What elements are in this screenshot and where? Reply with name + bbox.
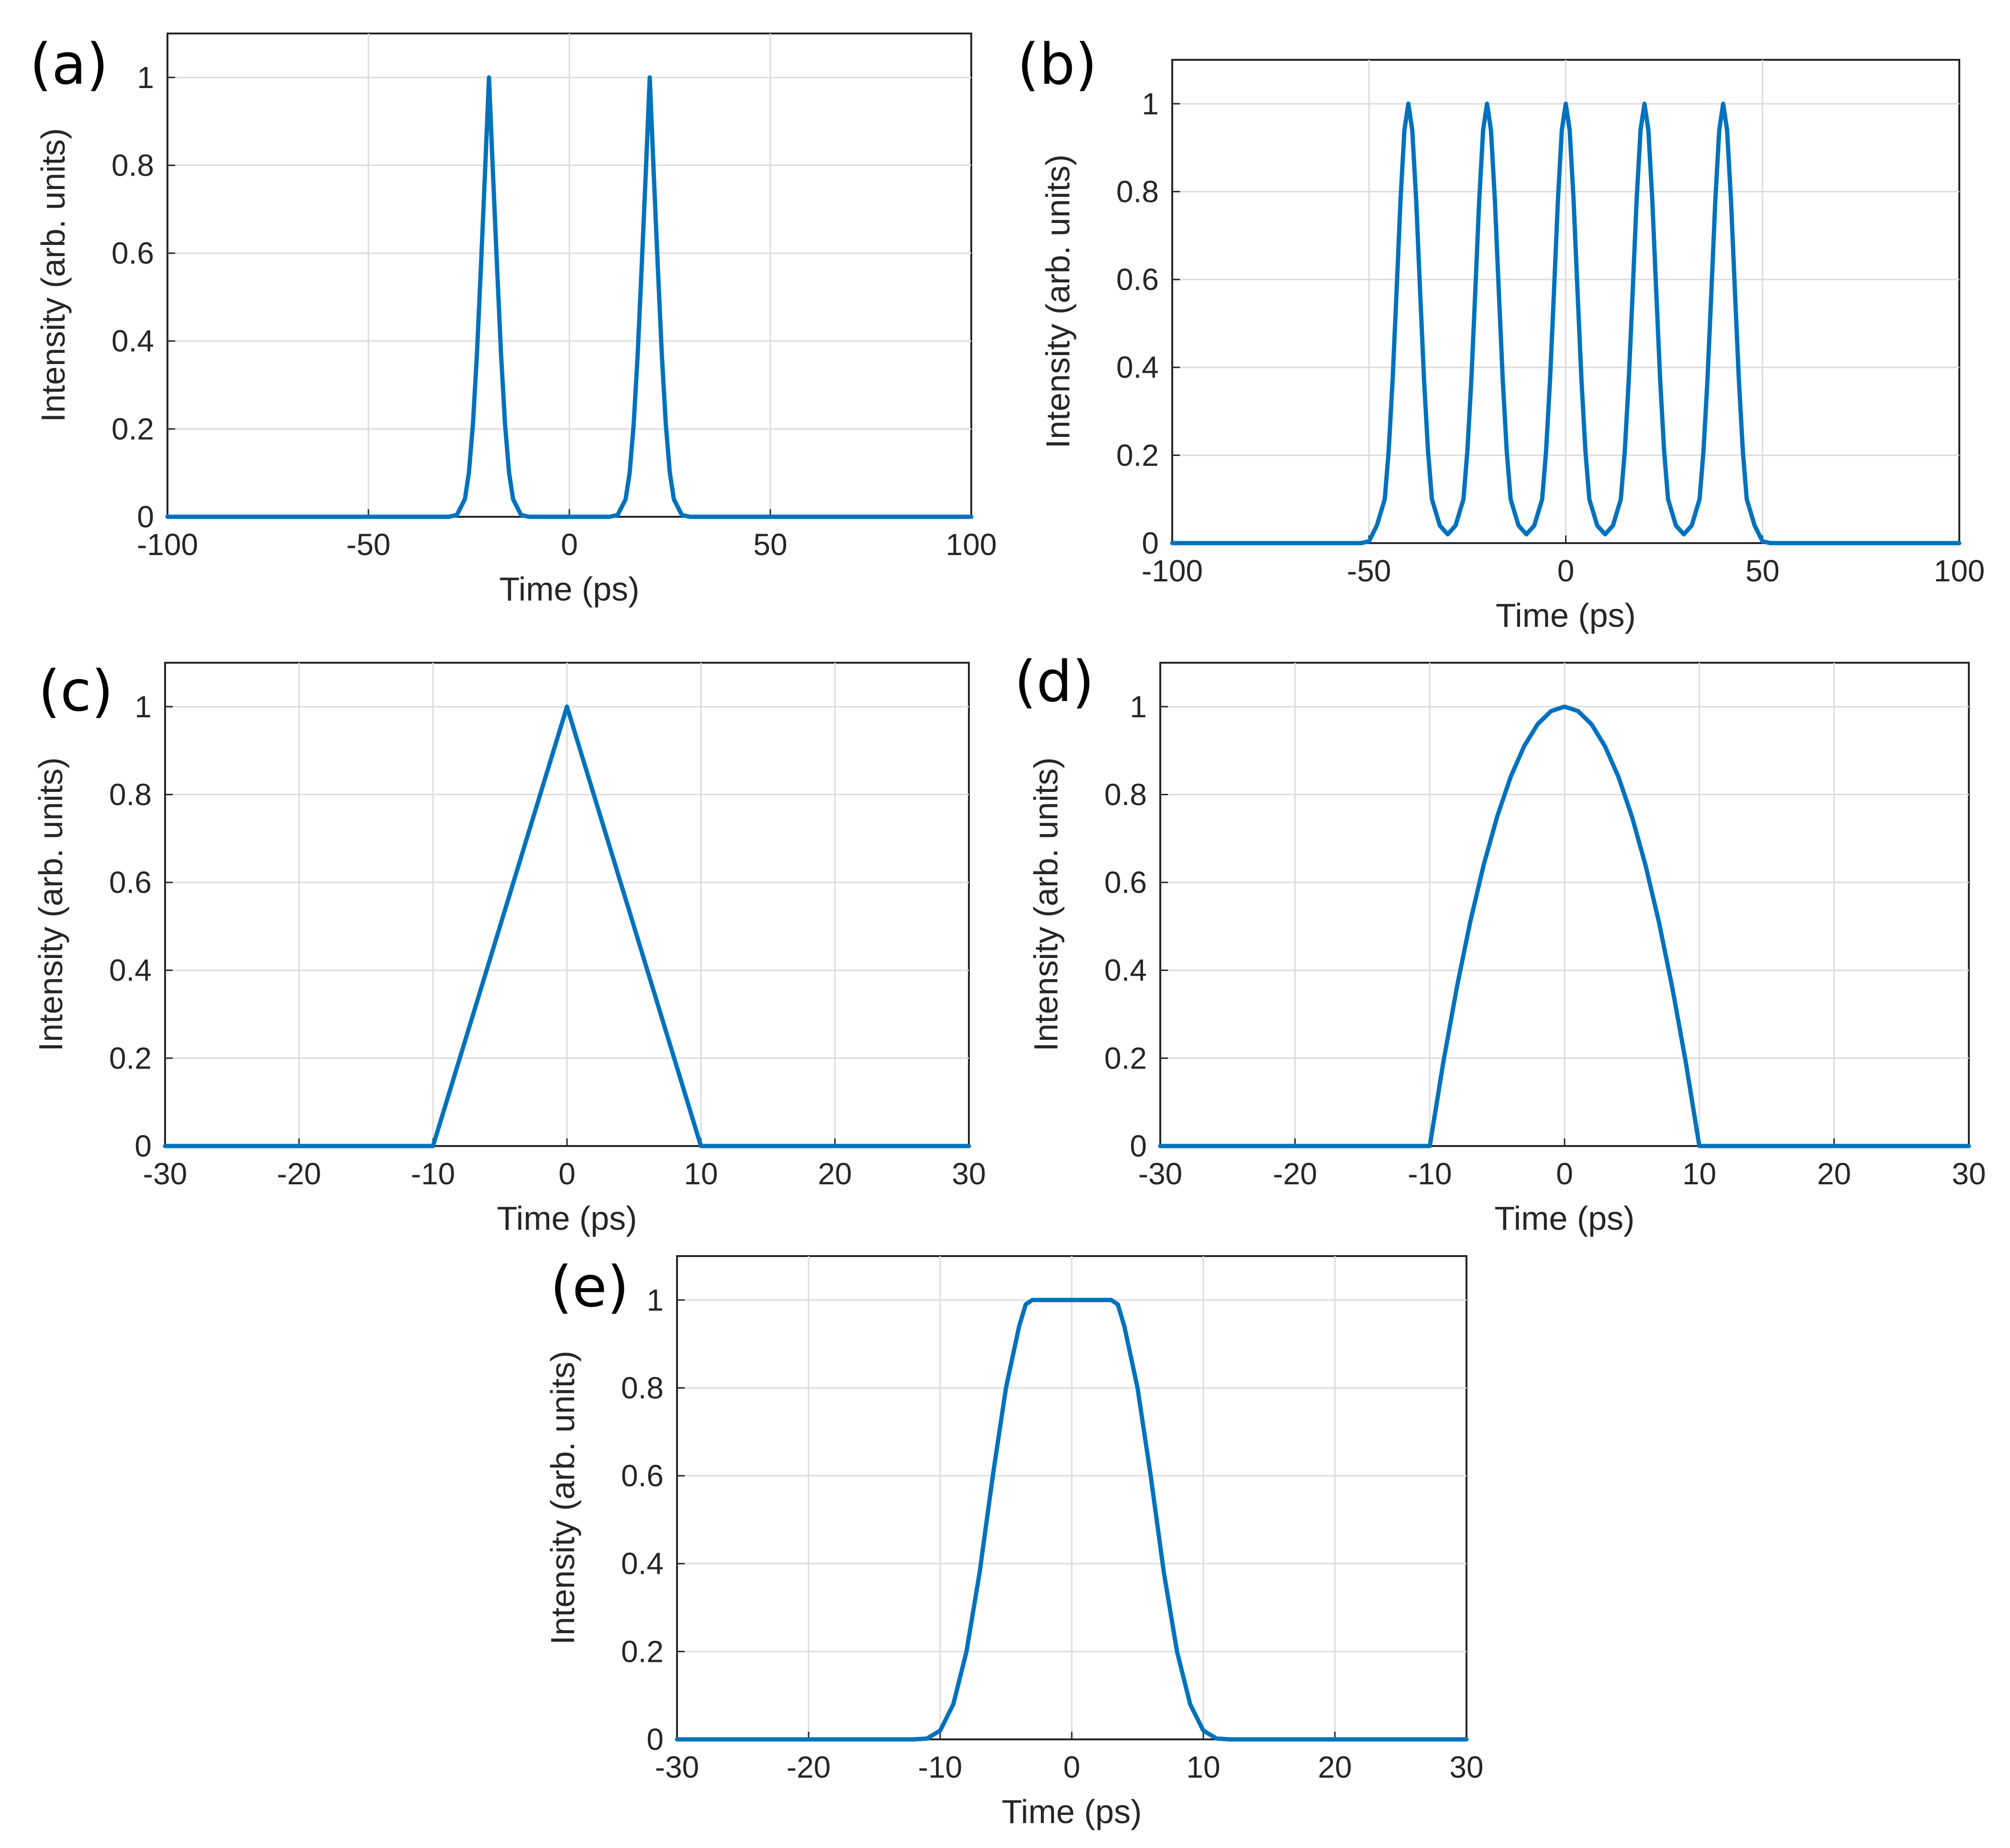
x-tick-label-c: -10 <box>411 1157 455 1191</box>
y-tick-label-e: 0.4 <box>621 1547 664 1581</box>
y-tick-label-a: 1 <box>137 60 154 95</box>
y-tick-label-b: 0.6 <box>1116 262 1159 297</box>
y-tick-label-b: 0.8 <box>1116 174 1159 209</box>
y-tick-label-c: 0.6 <box>109 865 152 900</box>
y-tick-label-e: 0.2 <box>621 1634 664 1669</box>
x-tick-label-e: 10 <box>1186 1750 1220 1784</box>
x-tick-label-b: 50 <box>1745 554 1779 588</box>
y-tick-label-b: 0.2 <box>1116 438 1159 472</box>
x-tick-label-c: 10 <box>684 1157 718 1191</box>
series-line-d <box>1158 704 1971 1148</box>
y-axis-label-e: Intensity (arb. units) <box>544 1351 581 1645</box>
x-axis-label-d: Time (ps) <box>1495 1200 1635 1237</box>
x-tick-label-c: -20 <box>277 1157 322 1191</box>
x-tick-label-c: 30 <box>952 1157 986 1191</box>
y-tick-label-a: 0.4 <box>111 324 154 358</box>
y-axis-label-d: Intensity (arb. units) <box>1027 757 1065 1052</box>
series-line-e <box>675 1298 1469 1742</box>
y-tick-label-c: 0.4 <box>109 953 152 988</box>
y-tick-label-a: 0 <box>137 500 154 534</box>
y-tick-label-d: 0 <box>1130 1129 1147 1163</box>
y-tick-label-c: 0 <box>134 1129 152 1163</box>
y-axis-label-b: Intensity (arb. units) <box>1039 155 1077 449</box>
x-tick-label-d: -20 <box>1273 1157 1317 1191</box>
y-axis-label-a: Intensity (arb. units) <box>34 128 72 423</box>
y-tick-label-e: 0.6 <box>621 1458 664 1493</box>
x-tick-label-c: 20 <box>818 1157 852 1191</box>
chart-d: -30 -20 -10 0 10 20 30 0 0.2 0.4 0.6 0.8 1 Time (ps) I… <box>1027 662 1986 1237</box>
y-tick-label-d: 1 <box>1130 690 1147 724</box>
x-tick-label-d: -10 <box>1408 1157 1452 1191</box>
y-tick-label-a: 0.2 <box>111 412 154 446</box>
x-tick-label-c: 0 <box>558 1157 576 1191</box>
x-tick-label-d: 20 <box>1817 1157 1851 1191</box>
y-tick-label-b: 0.4 <box>1116 350 1159 385</box>
y-tick-label-b: 0 <box>1142 526 1159 560</box>
panel-label-c: (c) <box>38 658 113 724</box>
y-tick-label-b: 1 <box>1142 87 1159 121</box>
y-tick-label-a: 0.8 <box>111 148 154 182</box>
y-tick-label-d: 0.4 <box>1104 953 1147 988</box>
chart-a: -100 -50 0 50 100 0 0.2 0.4 0.6 0.8 1 Time (ps) Inte… <box>34 33 997 608</box>
x-tick-label-a: 0 <box>561 527 578 562</box>
x-tick-label-d: -30 <box>1138 1157 1183 1191</box>
panel-label-e: (e) <box>550 1254 629 1320</box>
x-tick-label-e: 0 <box>1063 1750 1080 1784</box>
y-tick-label-d: 0.8 <box>1104 777 1147 812</box>
y-tick-label-a: 0.6 <box>111 236 154 270</box>
x-tick-label-d: 10 <box>1682 1157 1716 1191</box>
x-tick-label-d: 0 <box>1556 1157 1573 1191</box>
y-tick-label-d: 0.6 <box>1104 865 1147 900</box>
x-tick-label-c: -30 <box>143 1157 188 1191</box>
x-tick-label-b: -50 <box>1347 554 1391 588</box>
y-tick-label-e: 0.8 <box>621 1370 664 1405</box>
y-tick-label-c: 1 <box>134 690 152 724</box>
y-axis-label-c: Intensity (arb. units) <box>32 757 69 1052</box>
series-line-b <box>1170 101 1962 545</box>
x-tick-label-a: -100 <box>137 527 198 562</box>
chart-e: -30 -20 -10 0 10 20 30 0 0.2 0.4 0.6 0.8 1 Time (ps) I… <box>544 1255 1484 1830</box>
chart-c: -30 -20 -10 0 10 20 30 0 0.2 0.4 0.6 0.8 1 Time (ps) I… <box>32 662 986 1237</box>
x-tick-label-b: -100 <box>1142 554 1203 588</box>
x-axis-label-a: Time (ps) <box>500 570 640 608</box>
series-line-c <box>163 704 971 1148</box>
x-tick-label-e: -10 <box>918 1750 963 1784</box>
y-tick-label-e: 0 <box>646 1722 664 1757</box>
series-line-a <box>165 75 974 519</box>
panel-label-a: (a) <box>30 31 108 97</box>
x-axis-label-b: Time (ps) <box>1496 597 1636 634</box>
y-tick-label-d: 0.2 <box>1104 1041 1147 1075</box>
y-tick-label-e: 1 <box>646 1283 664 1317</box>
panel-label-d: (d) <box>1014 648 1094 714</box>
y-tick-label-c: 0.2 <box>109 1041 152 1075</box>
y-tick-label-c: 0.8 <box>109 777 152 812</box>
x-tick-label-b: 0 <box>1557 554 1575 588</box>
x-tick-label-e: -30 <box>655 1750 700 1784</box>
x-tick-label-a: 100 <box>946 527 997 562</box>
x-tick-label-a: 50 <box>753 527 787 562</box>
x-axis-label-e: Time (ps) <box>1002 1793 1142 1830</box>
x-axis-label-c: Time (ps) <box>497 1200 637 1237</box>
panel-label-b: (b) <box>1017 31 1097 97</box>
x-tick-label-e: 20 <box>1318 1750 1352 1784</box>
x-tick-label-b: 100 <box>1934 554 1985 588</box>
x-tick-label-a: -50 <box>346 527 391 562</box>
x-tick-label-e: 30 <box>1449 1750 1483 1784</box>
x-tick-label-e: -20 <box>787 1750 831 1784</box>
x-tick-label-d: 30 <box>1952 1157 1986 1191</box>
chart-b: -100 -50 0 50 100 0 0.2 0.4 0.6 0.8 1 Time (ps) Inte… <box>1039 59 1985 634</box>
